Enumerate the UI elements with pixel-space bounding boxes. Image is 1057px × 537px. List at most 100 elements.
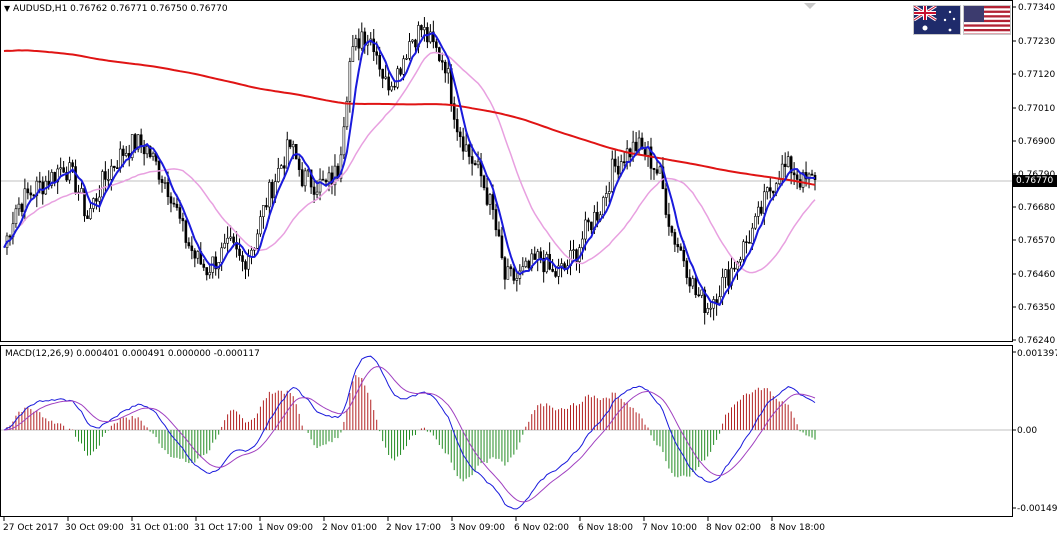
macd-axis-label: -0.001494 xyxy=(1017,504,1057,514)
price-bar-body xyxy=(515,278,519,281)
current-price-tag: 0.76770 xyxy=(1012,175,1057,187)
price-bar-body xyxy=(676,244,680,248)
price-bar-body xyxy=(110,165,113,180)
price-bar-body xyxy=(602,197,605,216)
price-bar-body xyxy=(26,188,30,194)
price-bar-body xyxy=(700,289,703,296)
price-bar-body xyxy=(613,158,617,167)
price-bar-body xyxy=(607,191,611,194)
price-bar-body xyxy=(667,214,671,227)
price-bar-body xyxy=(783,163,787,168)
price-bar-body xyxy=(575,249,578,262)
usa-flag-graphic xyxy=(964,6,1010,34)
price-bar-body xyxy=(542,257,545,273)
price-bar-body xyxy=(378,55,381,70)
price-bar-body xyxy=(277,168,280,182)
price-bar-body xyxy=(303,170,307,187)
price-bar-body xyxy=(670,226,674,233)
price-bar-body xyxy=(363,31,367,46)
price-bar-body xyxy=(145,146,149,155)
price-bar-body xyxy=(381,68,384,79)
price-bar-body xyxy=(166,182,170,198)
price-bar-body xyxy=(405,58,408,60)
price-bar-body xyxy=(300,169,304,187)
price-bar-body xyxy=(151,152,155,157)
price-axis-label: 0.76240 xyxy=(1018,336,1055,346)
ma-slow-line xyxy=(3,49,816,186)
price-bar-body xyxy=(390,85,393,91)
price-bar-body xyxy=(375,51,379,56)
price-bar-body xyxy=(187,242,191,247)
price-axis-label: 0.77340 xyxy=(1018,3,1055,13)
price-bar-body xyxy=(610,158,614,192)
price-bar-body xyxy=(169,196,173,204)
macd-signal-line xyxy=(3,366,816,503)
price-bar-body xyxy=(247,256,250,270)
price-bar-body xyxy=(512,268,516,281)
price-bar-body xyxy=(124,153,128,156)
price-bar-body xyxy=(485,187,489,205)
price-bar-body xyxy=(697,294,701,297)
price-bar-body xyxy=(584,219,587,240)
time-axis-label: 2 Nov 01:00 xyxy=(322,523,377,533)
price-bar-body xyxy=(327,172,331,183)
price-bar-body xyxy=(53,172,56,183)
price-bar-body xyxy=(688,277,692,287)
price-bar-body xyxy=(503,257,507,280)
price-bar-body xyxy=(622,161,626,164)
price-bar-body xyxy=(17,203,21,210)
price-bar-body xyxy=(74,166,77,193)
price-bar-body xyxy=(50,172,54,186)
price-bar-body xyxy=(160,179,164,183)
price-bar-body xyxy=(500,235,504,259)
price-axis-label: 0.77120 xyxy=(1018,70,1055,80)
macd-panel-frame xyxy=(0,345,1013,517)
triangle-down-icon[interactable]: ▼ xyxy=(4,4,11,13)
price-bar-body xyxy=(312,186,316,195)
price-bar-body xyxy=(780,163,784,180)
price-bar-body xyxy=(393,85,396,88)
price-bar-body xyxy=(184,220,188,243)
price-bar-body xyxy=(148,146,152,157)
price-axis-label: 0.76680 xyxy=(1018,203,1055,213)
price-bar-body xyxy=(706,308,709,313)
price-bar-body xyxy=(294,143,298,160)
price-bar-body xyxy=(539,251,542,259)
price-bar-body xyxy=(181,218,185,222)
price-bar-body xyxy=(86,215,89,219)
price-bar-body xyxy=(62,167,65,173)
time-axis-label: 2 Nov 17:00 xyxy=(386,523,441,533)
price-bar-body xyxy=(113,165,116,168)
price-axis-label: 0.76900 xyxy=(1018,137,1055,147)
price-bar-body xyxy=(765,187,769,193)
price-bar-body xyxy=(101,171,104,198)
time-axis-label: 7 Nov 10:00 xyxy=(642,523,697,533)
price-axis-label: 0.77010 xyxy=(1018,104,1055,114)
time-axis-label: 8 Nov 02:00 xyxy=(706,523,761,533)
price-bar-body xyxy=(652,168,656,170)
price-bar-body xyxy=(742,241,745,260)
macd-axis-label: 0.00 xyxy=(1017,426,1037,436)
price-bar-body xyxy=(193,250,197,259)
price-bar-body xyxy=(494,209,498,231)
price-bar-body xyxy=(336,165,340,179)
australia-flag-graphic xyxy=(914,6,960,34)
price-bar-body xyxy=(488,194,492,205)
chart-shift-marker-icon[interactable] xyxy=(804,3,816,9)
price-bar-body xyxy=(321,178,325,181)
price-bar-body xyxy=(470,156,474,164)
price-bar-body xyxy=(360,31,364,49)
price-bar-body xyxy=(133,134,137,150)
price-bar-body xyxy=(682,249,686,262)
price-bar-body xyxy=(342,126,346,156)
price-bar-body xyxy=(792,172,796,176)
price-bar-body xyxy=(443,61,447,74)
price-bar-body xyxy=(733,267,736,270)
price-axis-label: 0.76460 xyxy=(1018,270,1055,280)
price-bar-body xyxy=(709,307,712,310)
price-bar-body xyxy=(71,162,74,167)
price-bar-body xyxy=(20,203,24,212)
macd-histogram xyxy=(6,375,816,482)
